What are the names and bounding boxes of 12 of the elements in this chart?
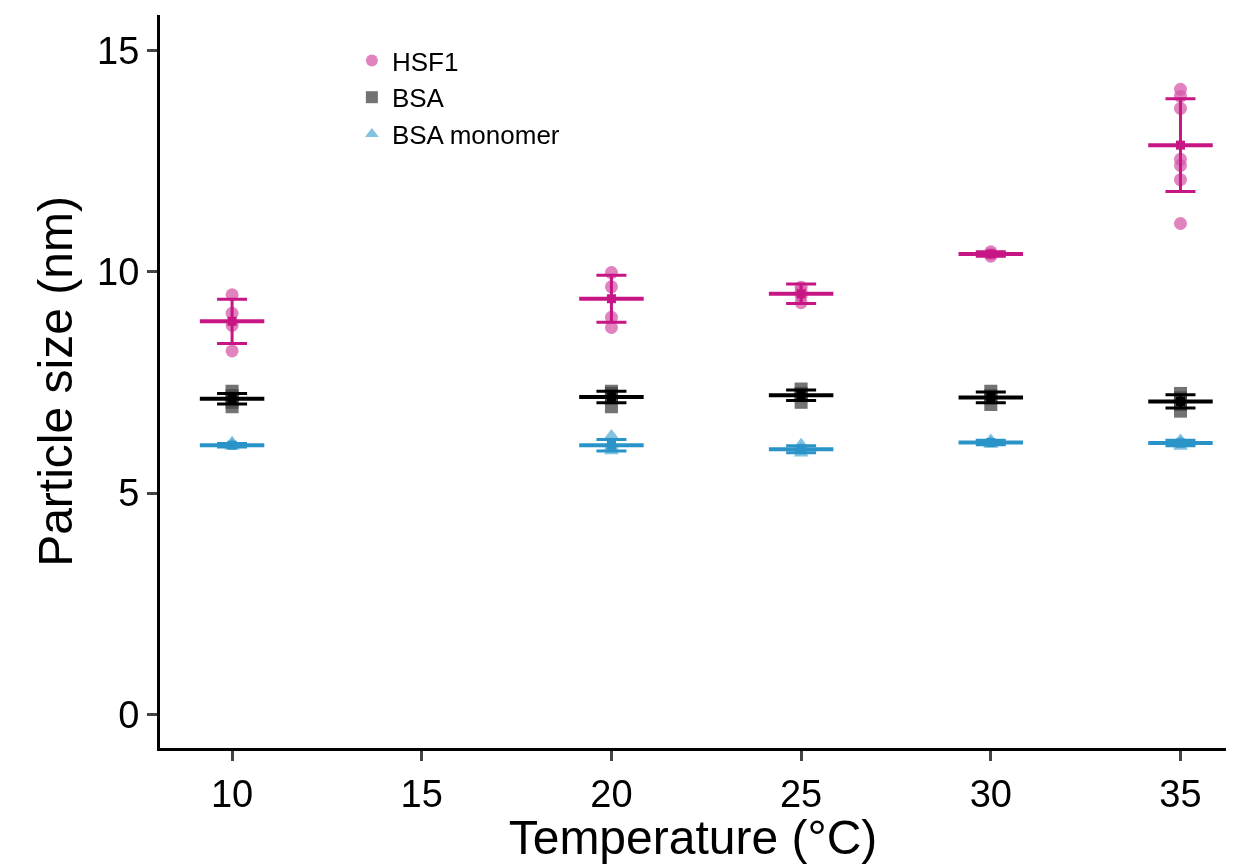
y-tick-label: 0 <box>118 693 140 736</box>
y-tick-label: 15 <box>97 29 140 72</box>
y-axis-title: Particle size (nm) <box>28 196 82 567</box>
legend-label: BSA monomer <box>391 120 560 151</box>
x-tick-label: 30 <box>969 772 1012 815</box>
x-tick-label: 35 <box>1159 772 1202 815</box>
x-tick-label: 10 <box>210 772 254 815</box>
y-tick-label: 5 <box>118 472 140 515</box>
legend-label: HSF1 <box>391 46 459 77</box>
y-tick-label: 10 <box>97 251 140 294</box>
legend-label: BSA <box>391 83 445 114</box>
x-tick-label: 15 <box>400 772 443 815</box>
